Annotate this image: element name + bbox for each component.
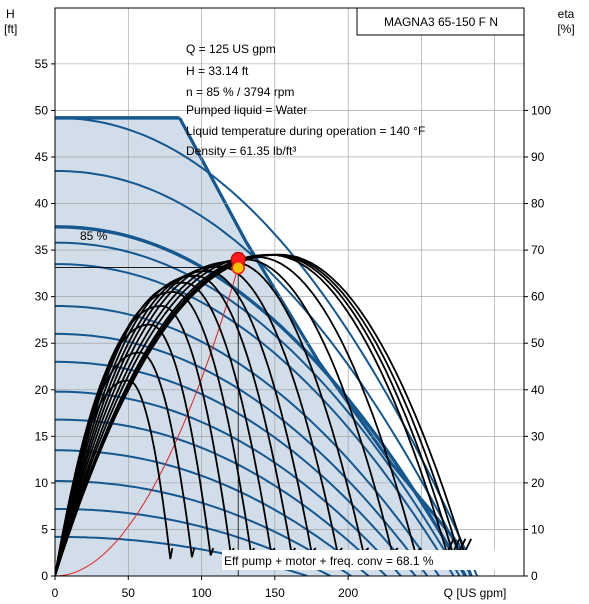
x-tick-label: 150	[265, 586, 285, 600]
head-curves	[55, 116, 479, 576]
chart-title: MAGNA3 65-150 F N	[384, 15, 498, 29]
x-axis-label: Q [US gpm]	[444, 586, 507, 600]
x-tick-label: 200	[338, 586, 358, 600]
chart-title-box: MAGNA3 65-150 F N	[356, 7, 525, 36]
speed-label: 85 %	[80, 229, 108, 243]
y-tick-label-right: 90	[531, 150, 545, 164]
y-tick-label-left: 5	[41, 522, 48, 536]
x-tick-label: 100	[192, 586, 212, 600]
efficiency-note: Eff pump + motor + freq. conv = 68.1 %	[224, 554, 434, 568]
efficiency-point-marker	[231, 261, 245, 275]
plot-frame	[54, 7, 525, 577]
info-temperature: Liquid temperature during operation = 14…	[186, 124, 425, 138]
y-axis-label-right: eta	[558, 7, 575, 21]
head-curve	[55, 449, 370, 576]
y-tick-label-right: 30	[531, 429, 545, 443]
y-tick-label-left: 10	[35, 476, 49, 490]
info-speed: n = 85 % / 3794 rpm	[186, 85, 294, 99]
y-tick-label-left: 25	[35, 336, 49, 350]
efficiency-curve	[55, 305, 235, 576]
axes: 0 50 100 150 200 0 5 10 15 20 25 30 35 40 45 50 55 0 10 20 3…	[35, 57, 552, 600]
efficiency-curve	[55, 291, 256, 576]
info-block: Q = 125 US gpm H = 33.14 ft n = 85 % / 3…	[186, 42, 425, 158]
y-axis-unit-left: [ft]	[4, 22, 17, 36]
head-curve	[55, 116, 479, 576]
y-tick-label-right: 10	[531, 522, 545, 536]
info-liquid: Pumped liquid = Water	[186, 103, 307, 117]
y-tick-label-left: 55	[35, 57, 49, 71]
y-tick-label-left: 15	[35, 429, 49, 443]
y-tick-label-right: 70	[531, 243, 545, 257]
head-curve	[55, 263, 455, 576]
info-head: H = 33.14 ft	[186, 64, 249, 78]
y-tick-label-right: 60	[531, 290, 545, 304]
y-tick-label-right: 40	[531, 383, 545, 397]
info-density: Density = 61.35 lb/ft³	[186, 144, 296, 158]
duty-point-group	[55, 251, 246, 576]
x-tick-label: 50	[122, 586, 136, 600]
y-tick-label-left: 45	[35, 150, 49, 164]
efficiency-note-box: Eff pump + motor + freq. conv = 68.1 %	[222, 550, 522, 570]
info-flow: Q = 125 US gpm	[186, 42, 276, 56]
y-tick-label-left: 35	[35, 243, 49, 257]
y-tick-label-right: 20	[531, 476, 545, 490]
y-axis-label-left: H	[6, 7, 15, 21]
head-curve	[55, 225, 467, 576]
y-tick-label-left: 40	[35, 197, 49, 211]
y-tick-label-right: 50	[531, 336, 545, 350]
y-axis-unit-right: [%]	[557, 22, 574, 36]
y-tick-label-left: 0	[41, 569, 48, 583]
x-tick-label: 0	[52, 586, 59, 600]
efficiency-curve	[55, 260, 370, 576]
y-tick-label-right: 80	[531, 197, 545, 211]
efficiency-curve	[55, 253, 473, 576]
y-tick-label-left: 20	[35, 383, 49, 397]
head-curve	[55, 170, 473, 576]
head-curve	[55, 332, 429, 576]
y-tick-label-right: 0	[531, 569, 538, 583]
y-tick-label-right: 100	[531, 103, 551, 117]
y-tick-label-left: 30	[35, 290, 49, 304]
y-tick-label-left: 50	[35, 103, 49, 117]
